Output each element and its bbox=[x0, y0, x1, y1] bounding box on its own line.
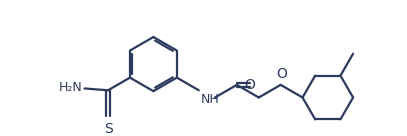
Text: O: O bbox=[276, 67, 287, 81]
Text: NH: NH bbox=[201, 93, 219, 106]
Text: O: O bbox=[244, 78, 255, 92]
Text: S: S bbox=[104, 122, 112, 136]
Text: H₂N: H₂N bbox=[59, 81, 83, 94]
